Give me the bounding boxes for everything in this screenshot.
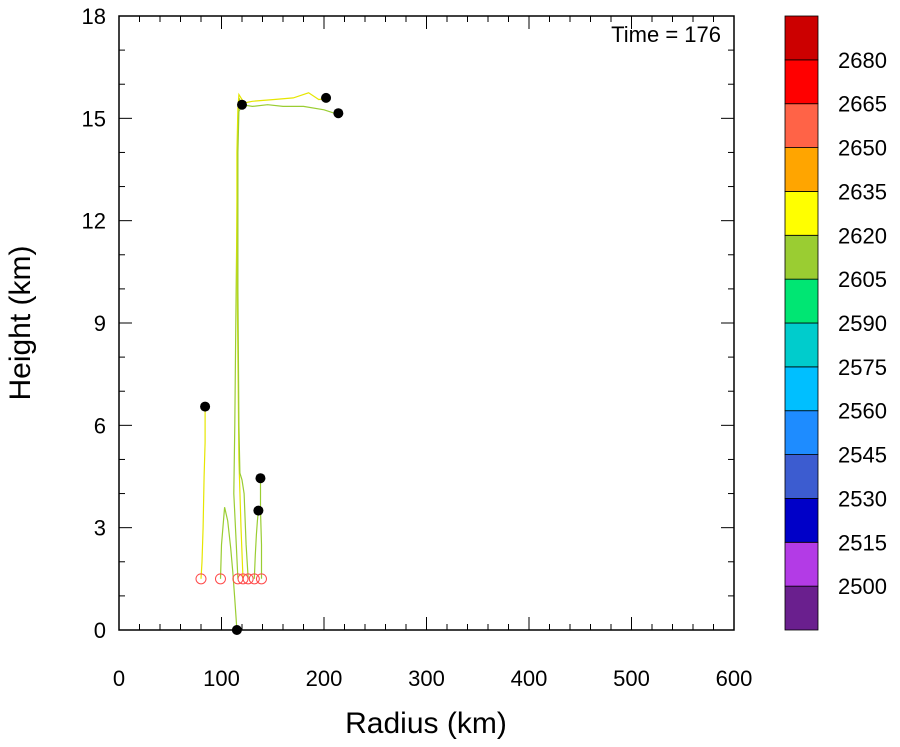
y-axis-label: Height (km) — [4, 245, 37, 400]
colorbar-label: 2500 — [838, 574, 887, 599]
y-tick-label: 6 — [94, 413, 106, 438]
colorbar-label: 2560 — [838, 399, 887, 424]
start-marker-6 — [248, 573, 260, 585]
x-tick-label: 400 — [511, 666, 548, 691]
y-tick-label: 18 — [82, 4, 106, 29]
colorbar: 2500 2515 2530 2545 2560 2575 2590 2605 2620 2635… — [784, 15, 887, 631]
trajectory-line-6 — [253, 510, 259, 579]
colorbar-label: 2575 — [838, 355, 887, 380]
trajectory-line-1 — [200, 406, 206, 579]
colorbar-label: 2515 — [838, 530, 887, 555]
trajectory-line-7 — [259, 478, 263, 579]
colorbar-swatch — [784, 410, 819, 455]
trajectory-line-5 — [237, 104, 249, 579]
start-marker-5 — [242, 573, 254, 585]
end-marker-1 — [200, 401, 211, 412]
x-tick-label: 0 — [113, 666, 125, 691]
colorbar-label: 2650 — [838, 136, 887, 161]
y-tick-label: 15 — [82, 106, 106, 131]
x-tick-label: 100 — [203, 666, 240, 691]
colorbar-swatch — [784, 322, 819, 368]
colorbar-swatch — [784, 366, 819, 412]
colorbar-swatch — [784, 278, 819, 324]
x-tick-label: 500 — [613, 666, 650, 691]
colorbar-label: 2605 — [838, 267, 887, 292]
y-tick-label: 12 — [82, 209, 106, 234]
end-marker-2 — [231, 625, 242, 635]
y-tick-label: 0 — [94, 618, 106, 643]
trajectory-line-2 — [219, 507, 238, 631]
colorbar-swatch — [784, 498, 819, 543]
colorbar-swatch — [784, 191, 819, 236]
colorbar-swatch — [784, 541, 819, 587]
colorbar-swatch — [784, 454, 819, 499]
x-axis-label: Radius (km) — [345, 707, 507, 740]
colorbar-swatch — [784, 585, 819, 631]
start-marker-7 — [255, 573, 267, 585]
plot-border — [118, 15, 735, 631]
end-marker-6 — [253, 505, 264, 516]
colorbar-label: 2620 — [838, 223, 887, 248]
trajectory-series — [200, 92, 339, 631]
end-marker-7 — [255, 473, 266, 484]
colorbar-swatch — [784, 147, 819, 192]
axis-ticks — [118, 15, 735, 631]
end-marker-5 — [237, 99, 247, 110]
colorbar-swatch — [784, 15, 819, 61]
y-tick-label: 3 — [94, 516, 106, 541]
y-tick-label: 9 — [94, 311, 106, 336]
colorbar-label: 2530 — [838, 486, 887, 511]
trajectory-line-4 — [236, 92, 327, 579]
end-marker-4 — [321, 92, 332, 103]
time-annotation: Time = 176 — [611, 22, 721, 47]
colorbar-label: 2590 — [838, 311, 887, 336]
colorbar-swatch — [784, 234, 819, 280]
colorbar-label: 2680 — [838, 48, 887, 73]
plot-frame — [118, 15, 735, 631]
x-tick-label: 300 — [408, 666, 445, 691]
colorbar-label: 2665 — [838, 92, 887, 117]
start-marker-4 — [237, 573, 249, 585]
x-tick-label: 200 — [306, 666, 343, 691]
tick-labels: 0 100 200 300 400 500 600 0 3 6 9 12 15 18 — [82, 4, 753, 691]
colorbar-label: 2635 — [838, 179, 887, 204]
x-tick-label: 600 — [716, 666, 753, 691]
colorbar-label: 2545 — [838, 443, 887, 468]
colorbar-swatch — [784, 59, 819, 105]
trajectory-markers — [195, 92, 344, 635]
start-marker-2 — [214, 573, 226, 585]
trajectory-line-3 — [233, 97, 339, 579]
colorbar-swatch — [784, 103, 819, 148]
end-marker-3 — [333, 108, 344, 119]
start-marker-1 — [195, 573, 207, 585]
